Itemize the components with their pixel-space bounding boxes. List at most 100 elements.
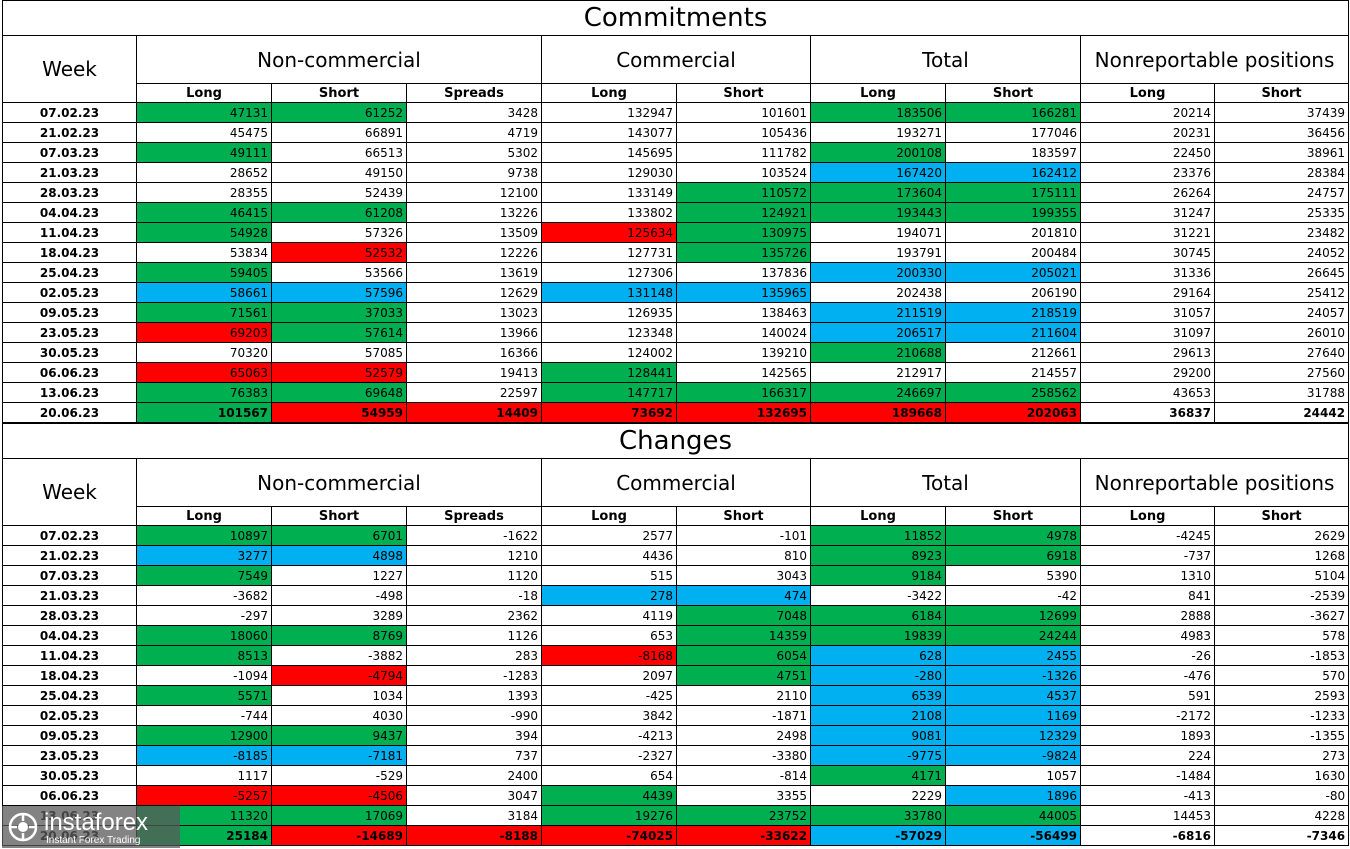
value-cell: 4171 xyxy=(810,765,946,786)
value-cell: 4978 xyxy=(945,525,1081,546)
value-cell: 3842 xyxy=(541,705,677,726)
value-cell: 69203 xyxy=(136,322,272,343)
value-cell: 13023 xyxy=(406,302,542,323)
value-cell: -4245 xyxy=(1080,525,1215,546)
value-cell: 61252 xyxy=(271,102,407,123)
table-row: 02.05.23 -744 4030 -990 3842 -1871 2108 1169 -21… xyxy=(2,705,1350,726)
value-cell: 25335 xyxy=(1213,202,1350,223)
value-cell: 206190 xyxy=(945,282,1081,303)
value-cell: 4983 xyxy=(1080,625,1215,646)
value-cell: 26264 xyxy=(1080,182,1215,203)
value-cell: 13509 xyxy=(406,222,542,243)
week-cell: 11.04.23 xyxy=(2,645,137,666)
value-cell: 1896 xyxy=(945,785,1081,806)
value-cell: -3882 xyxy=(271,645,407,666)
group-header: Non-commercial xyxy=(136,35,542,84)
value-cell: 167420 xyxy=(810,162,946,183)
value-cell: 31788 xyxy=(1213,382,1350,403)
value-cell: 30745 xyxy=(1080,242,1215,263)
table-row: 23.05.23 69203 57614 13966 123348 140024 20651… xyxy=(2,322,1350,343)
column-subheader: Spreads xyxy=(406,506,542,526)
value-cell: 103524 xyxy=(676,162,811,183)
value-cell: 1126 xyxy=(406,625,542,646)
value-cell: 1057 xyxy=(945,765,1081,786)
column-subheader: Long xyxy=(136,506,272,526)
week-cell: 18.04.23 xyxy=(2,242,137,263)
value-cell: 8769 xyxy=(271,625,407,646)
table-row: 21.03.23 28652 49150 9738 129030 103524 167420… xyxy=(2,162,1350,183)
value-cell: -1484 xyxy=(1080,765,1215,786)
value-cell: 3043 xyxy=(676,565,811,586)
table-row: 06.06.23 -5257 -4506 3047 4439 3355 2229 1896 -4… xyxy=(2,785,1350,806)
value-cell: -57029 xyxy=(810,825,946,846)
value-cell: 189668 xyxy=(810,402,946,423)
value-cell: 2455 xyxy=(945,645,1081,666)
value-cell: 1630 xyxy=(1213,765,1350,786)
table-row: 04.04.23 18060 8769 1126 653 14359 19839 24244 4… xyxy=(2,625,1350,646)
column-subheader: Short xyxy=(676,506,811,526)
table-row: 13.06.2311320170693184192762375233780440… xyxy=(2,805,1350,826)
table-row: 28.03.23 28355 52439 12100 133149 110572 17360… xyxy=(2,182,1350,203)
value-cell: 193443 xyxy=(810,202,946,223)
section-title-row: Changes xyxy=(1,423,1350,459)
value-cell: -1871 xyxy=(676,705,811,726)
value-cell: 3355 xyxy=(676,785,811,806)
week-cell: 30.05.23 xyxy=(2,765,137,786)
table-row: 09.05.23 71561 37033 13023 126935 138463 21151… xyxy=(2,302,1350,323)
value-cell: 199355 xyxy=(945,202,1081,223)
value-cell: 162412 xyxy=(945,162,1081,183)
value-cell: 1117 xyxy=(136,765,272,786)
value-cell: 18060 xyxy=(136,625,272,646)
value-cell: 26010 xyxy=(1213,322,1350,343)
column-subheader: Long xyxy=(1080,83,1215,103)
value-cell: -18 xyxy=(406,585,542,606)
value-cell: 14359 xyxy=(676,625,811,646)
value-cell: -56499 xyxy=(945,825,1081,846)
week-cell: 25.04.23 xyxy=(2,262,137,283)
value-cell: 212917 xyxy=(810,362,946,383)
value-cell: 29164 xyxy=(1080,282,1215,303)
value-cell: 2097 xyxy=(541,665,677,686)
value-cell: 175111 xyxy=(945,182,1081,203)
value-cell: 57614 xyxy=(271,322,407,343)
value-cell: 124921 xyxy=(676,202,811,223)
value-cell: 25412 xyxy=(1213,282,1350,303)
column-subheader: Long xyxy=(136,83,272,103)
group-header: Commercial xyxy=(541,458,811,507)
value-cell: 210688 xyxy=(810,342,946,363)
subheader-row: Long Short Spreads Long Short Long Short Long Sh… xyxy=(3,83,1350,103)
value-cell: 205021 xyxy=(945,262,1081,283)
value-cell: -413 xyxy=(1080,785,1215,806)
value-cell: 17069 xyxy=(271,805,407,826)
value-cell: 5302 xyxy=(406,142,542,163)
value-cell: 3047 xyxy=(406,785,542,806)
value-cell: -1622 xyxy=(406,525,542,546)
group-header: Non-commercial xyxy=(136,458,542,507)
table-row: 06.06.23 65063 52579 19413 128441 142565 21291… xyxy=(2,362,1350,383)
value-cell: -9775 xyxy=(810,745,946,766)
value-cell: 194071 xyxy=(810,222,946,243)
value-cell: 12329 xyxy=(945,725,1081,746)
value-cell: 9437 xyxy=(271,725,407,746)
value-cell: 202063 xyxy=(945,402,1081,423)
value-cell: 202438 xyxy=(810,282,946,303)
value-cell: 123348 xyxy=(541,322,677,343)
value-cell: -1326 xyxy=(945,665,1081,686)
value-cell: 129030 xyxy=(541,162,677,183)
week-cell: 04.04.23 xyxy=(2,625,137,646)
value-cell: 24442 xyxy=(1213,402,1350,423)
value-cell: 2577 xyxy=(541,525,677,546)
table-row: 07.02.23 47131 61252 3428 132947 101601 183506… xyxy=(2,102,1350,123)
value-cell: 31247 xyxy=(1080,202,1215,223)
value-cell: 147717 xyxy=(541,382,677,403)
value-cell: 101601 xyxy=(676,102,811,123)
table-row: 25.04.23 5571 1034 1393 -425 2110 6539 4537 591 2… xyxy=(2,685,1350,706)
value-cell: 16366 xyxy=(406,342,542,363)
value-cell: 53834 xyxy=(136,242,272,263)
value-cell: -3380 xyxy=(676,745,811,766)
value-cell: 177046 xyxy=(945,122,1081,143)
value-cell: 13966 xyxy=(406,322,542,343)
value-cell: 127731 xyxy=(541,242,677,263)
table-row: 28.03.23 -297 3289 2362 4119 7048 6184 12699 288… xyxy=(2,605,1350,626)
value-cell: 128441 xyxy=(541,362,677,383)
